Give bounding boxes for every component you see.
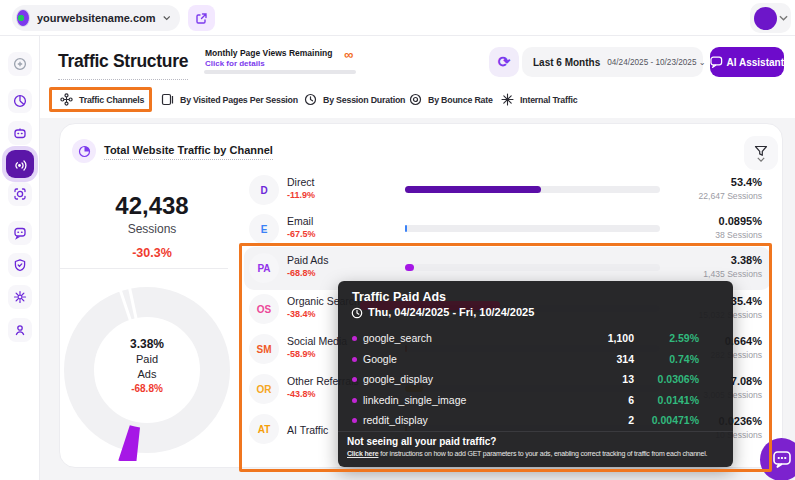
- sidebar-item-traffic[interactable]: [6, 150, 34, 178]
- monthly-views-details-link[interactable]: Click for details: [205, 59, 265, 68]
- ai-assistant-button[interactable]: AI Assistant: [710, 47, 784, 77]
- sidebar-item-security[interactable]: [8, 253, 32, 277]
- channel-badge: E: [249, 214, 279, 244]
- total-sessions-value: 42,438: [62, 192, 242, 220]
- avatar: [754, 7, 777, 30]
- page-title: Traffic Structure: [58, 51, 188, 80]
- refresh-button[interactable]: ⟳: [489, 47, 519, 77]
- channel-badge: D: [249, 175, 279, 205]
- annotation-rect-traffic-channels: [49, 87, 152, 112]
- date-range-picker[interactable]: Last 6 Months 04/24/2025 - 10/23/2025 ⌄: [522, 47, 703, 77]
- channel-name: Email: [287, 215, 313, 227]
- tab-label: By Session Duration: [323, 95, 405, 105]
- sidebar-item-dashboard[interactable]: [8, 89, 32, 113]
- sidebar-item-assistant[interactable]: [8, 121, 32, 145]
- chat-bubble-icon: [13, 226, 27, 240]
- card-title: Total Website Traffic by Channel: [104, 144, 273, 160]
- date-range-label: Last 6 Months: [533, 57, 600, 68]
- radar-icon: [13, 157, 28, 172]
- pages-icon: [161, 93, 174, 106]
- channel-bar-fill: [405, 225, 407, 232]
- gear-icon: [13, 290, 27, 304]
- filter-button[interactable]: [744, 136, 778, 170]
- annotation-rect-paid-ads: [239, 243, 772, 472]
- donut-center-line2: Ads: [56, 368, 238, 380]
- chat-icon: [772, 450, 792, 469]
- site-name: yourwebsitename.com: [37, 12, 156, 24]
- ai-assistant-label: AI Assistant: [727, 57, 784, 68]
- channel-bar: [405, 225, 660, 232]
- tab-label: By Bounce Rate: [428, 95, 493, 105]
- channel-bar-fill: [405, 186, 541, 193]
- donut-center-delta: -68.8%: [56, 383, 238, 394]
- tab-by-session-duration[interactable]: By Session Duration: [304, 92, 405, 107]
- tab-by-bounce-rate[interactable]: By Bounce Rate: [409, 92, 493, 107]
- channel-pct: 0.0895%: [642, 215, 762, 227]
- chevron-down-icon: [757, 157, 765, 162]
- app-window: yourwebsitename.com Traffic Structure Mo…: [0, 0, 795, 480]
- sidebar-item-settings[interactable]: [8, 285, 32, 309]
- channel-name: Direct: [287, 176, 314, 188]
- user-pin-icon: [13, 323, 27, 337]
- filter-icon: [754, 145, 768, 157]
- channel-delta: -67.5%: [287, 229, 316, 239]
- sidebar-item-profile[interactable]: [8, 318, 32, 342]
- card-icon: [72, 139, 96, 163]
- donut-chart[interactable]: 3.38% Paid Ads -68.8%: [56, 279, 238, 461]
- duration-icon: [304, 93, 317, 106]
- monthly-views-label: Monthly Page Views Remaining: [205, 48, 332, 58]
- sidebar-item-goals[interactable]: [8, 182, 32, 206]
- shield-check-icon: [13, 258, 27, 272]
- clock-pie-icon: [78, 145, 91, 158]
- donut-center-line1: Paid: [56, 353, 238, 365]
- chat-icon: [710, 56, 723, 68]
- date-range-dates: 04/24/2025 - 10/23/2025 ⌄: [607, 57, 705, 67]
- monthly-views-progress: [204, 70, 356, 74]
- tab-by-visited-pages[interactable]: By Visited Pages Per Session: [161, 92, 298, 107]
- divider: [60, 268, 228, 269]
- donut-center-pct: 3.38%: [56, 337, 238, 351]
- chevron-down-icon: [779, 15, 788, 21]
- channel-sessions: 22,647 Sessions: [642, 191, 762, 201]
- bounce-icon: [409, 93, 422, 106]
- tab-label: By Visited Pages Per Session: [180, 95, 298, 105]
- channel-sessions: 38 Sessions: [642, 230, 762, 240]
- tab-internal-traffic[interactable]: Internal Traffic: [501, 92, 577, 107]
- plus-circle-icon: [13, 57, 27, 71]
- site-selector[interactable]: yourwebsitename.com: [12, 5, 180, 31]
- chevron-down-icon: [163, 15, 170, 21]
- infinity-icon: ∞: [344, 47, 353, 62]
- channel-bar: [405, 186, 660, 193]
- bot-icon: [13, 126, 27, 140]
- total-sessions-delta: -30.3%: [62, 246, 242, 260]
- user-menu[interactable]: [750, 3, 791, 33]
- external-link-icon: [195, 12, 208, 25]
- pie-chart-icon: [13, 94, 27, 108]
- open-site-button[interactable]: [188, 5, 215, 31]
- focus-target-icon: [13, 187, 27, 201]
- site-logo-icon: [16, 9, 30, 27]
- sidebar-item-add[interactable]: [8, 52, 32, 76]
- internal-icon: [501, 93, 514, 106]
- total-sessions-unit: Sessions: [62, 222, 242, 236]
- channel-delta: -11.9%: [287, 190, 315, 200]
- channel-pct: 53.4%: [642, 176, 762, 188]
- sidebar-item-feedback[interactable]: [8, 221, 32, 245]
- tab-label: Internal Traffic: [520, 95, 577, 105]
